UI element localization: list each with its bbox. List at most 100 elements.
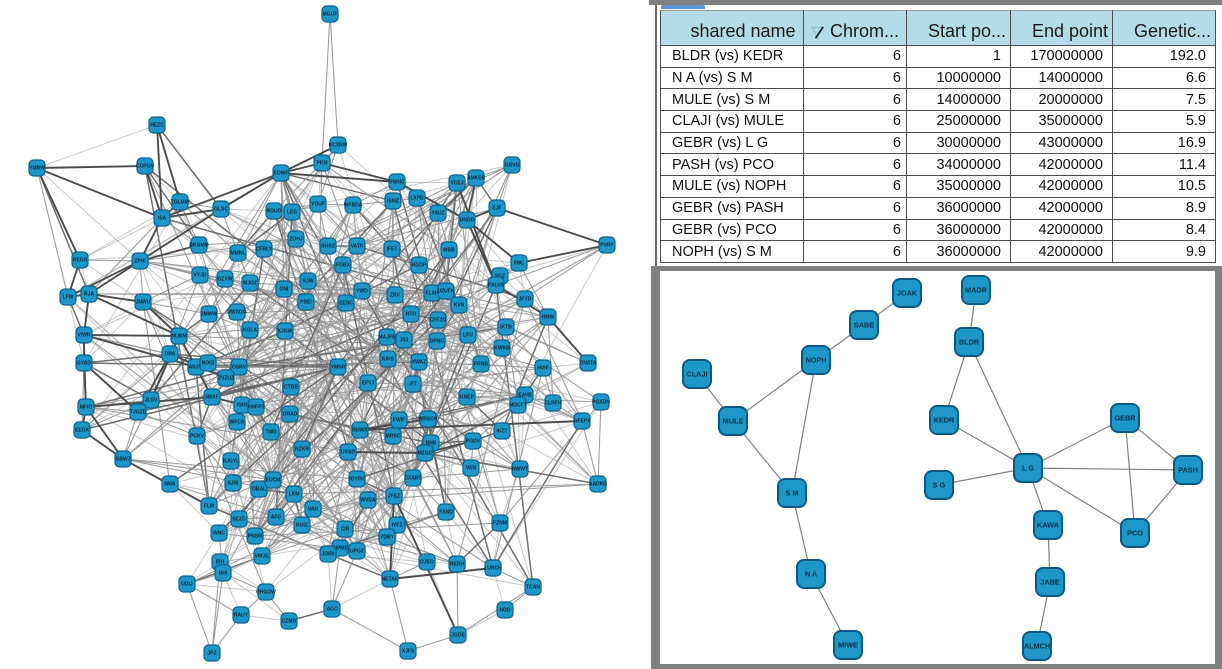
svg-text:VATK: VATK	[351, 244, 364, 250]
svg-text:S G: S G	[933, 481, 946, 490]
svg-text:RHWX: RHWX	[352, 428, 368, 434]
svg-text:LXPB: LXPB	[410, 196, 424, 202]
svg-text:ZRV: ZRV	[390, 293, 401, 299]
svg-text:AFG: AFG	[271, 515, 282, 521]
svg-text:GFEPY: GFEPY	[574, 419, 592, 425]
svg-text:BHI: BHI	[219, 571, 228, 577]
svg-text:PGDV: PGDV	[466, 439, 481, 445]
svg-text:WFBDA: WFBDA	[344, 203, 363, 209]
svg-text:XMFPT: XMFPT	[248, 405, 265, 411]
svg-text:FWIF: FWIF	[393, 418, 405, 424]
svg-text:LFU: LFU	[463, 333, 473, 339]
svg-text:UHGOW: UHGOW	[256, 590, 276, 596]
svg-text:AGC: AGC	[326, 607, 338, 613]
svg-text:EEOX: EEOX	[75, 428, 90, 434]
svg-text:PWNC: PWNC	[389, 180, 405, 186]
svg-text:TJGZD: TJGZD	[130, 410, 147, 416]
svg-text:IOYPK: IOYPK	[349, 477, 365, 483]
svg-text:IUHS: IUHS	[382, 357, 395, 363]
svg-text:KNEP: KNEP	[460, 395, 475, 401]
svg-text:HGDP: HGDP	[412, 263, 427, 269]
svg-text:GLSC: GLSC	[214, 207, 228, 213]
svg-text:BKGMM: BKGMM	[189, 243, 208, 249]
svg-text:MBB: MBB	[443, 248, 455, 254]
svg-text:IKTB: IKTB	[500, 325, 512, 331]
svg-text:UDIJ: UDIJ	[181, 582, 193, 588]
svg-text:GBVG: GBVG	[505, 163, 520, 169]
svg-text:BNB: BNB	[426, 441, 437, 447]
svg-text:MMNL: MMNL	[231, 251, 246, 257]
svg-text:YMNR: YMNR	[331, 365, 346, 371]
svg-text:YOUF: YOUF	[311, 202, 325, 208]
svg-text:IGIO: IGIO	[237, 403, 248, 409]
svg-text:MULE: MULE	[723, 417, 744, 426]
svg-text:RGUO: RGUO	[267, 209, 282, 215]
svg-text:RJA: RJA	[84, 292, 94, 298]
svg-text:IKZT: IKZT	[496, 429, 507, 435]
svg-text:CXABT: CXABT	[404, 476, 421, 482]
svg-text:MAJFE: MAJFE	[379, 335, 397, 341]
svg-text:KUIZ: KUIZ	[296, 523, 308, 529]
svg-text:JABE: JABE	[1040, 578, 1060, 587]
svg-text:RHSZ: RHSZ	[321, 244, 335, 250]
svg-text:CLRFH: CLRFH	[545, 401, 562, 407]
svg-text:HEZC: HEZC	[150, 123, 164, 129]
svg-text:MIWE: MIWE	[838, 641, 858, 650]
svg-text:FZNM: FZNM	[493, 521, 507, 527]
svg-text:KEDR: KEDR	[934, 416, 955, 425]
svg-text:AMKER: AMKER	[467, 176, 486, 182]
svg-text:NZKR: NZKR	[295, 447, 309, 453]
svg-text:OBAL: OBAL	[252, 487, 266, 493]
svg-text:FOBX: FOBX	[336, 263, 351, 269]
svg-text:DRS: DRS	[165, 352, 176, 358]
svg-text:OJEG: OJEG	[420, 560, 434, 566]
svg-text:FRNB: FRNB	[474, 362, 488, 368]
svg-text:HMW: HMW	[542, 315, 555, 321]
svg-text:LURCH: LURCH	[484, 566, 502, 572]
svg-text:UWXOG: UWXOG	[227, 310, 247, 316]
svg-text:LKM: LKM	[289, 492, 300, 498]
svg-text:NSXF: NSXF	[205, 395, 218, 401]
svg-text:MRSC: MRSC	[386, 434, 401, 440]
svg-text:MZGC: MZGC	[418, 451, 433, 457]
svg-text:PKM: PKM	[316, 161, 327, 167]
svg-text:ISA: ISA	[158, 216, 167, 222]
svg-text:EJF: EJF	[492, 206, 501, 212]
svg-text:OSRV: OSRV	[232, 365, 247, 371]
svg-text:EUCM: EUCM	[266, 478, 281, 484]
svg-text:JNWU: JNWU	[136, 300, 151, 306]
svg-text:RAUY: RAUY	[234, 613, 249, 619]
svg-text:NWWT: NWWT	[512, 467, 528, 473]
svg-text:PVRY: PVRY	[600, 243, 614, 249]
svg-text:PCO: PCO	[1127, 529, 1143, 538]
svg-text:CUPGN: CUPGN	[136, 164, 154, 170]
svg-text:XJFS: XJFS	[402, 649, 415, 655]
svg-text:RERH: RERH	[450, 562, 465, 568]
svg-text:ROGI: ROGI	[202, 361, 215, 367]
svg-text:GYAD: GYAD	[77, 361, 91, 367]
svg-text:JFYD: JFYD	[519, 297, 532, 303]
svg-text:ZOHJ: ZOHJ	[289, 237, 303, 243]
svg-text:HTO: HTO	[406, 312, 417, 318]
svg-text:AADKG: AADKG	[589, 482, 607, 488]
svg-text:JGDE: JGDE	[451, 633, 465, 639]
svg-text:YWD: YWD	[356, 289, 368, 295]
svg-text:TWS: TWS	[265, 430, 277, 436]
svg-text:XWAZ: XWAZ	[412, 360, 426, 366]
svg-text:UXSD: UXSD	[341, 450, 355, 456]
svg-text:KVN: KVN	[454, 303, 465, 309]
svg-text:NLWM: NLWM	[171, 334, 186, 340]
svg-text:JPZ: JPZ	[207, 651, 216, 657]
svg-text:IWIA: IWIA	[164, 482, 175, 488]
svg-text:JSJ: JSJ	[400, 338, 409, 344]
svg-text:PGXDN: PGXDN	[592, 400, 610, 406]
svg-text:N A: N A	[805, 570, 818, 579]
svg-text:EAVB: EAVB	[518, 393, 532, 399]
svg-text:CLAJI: CLAJI	[686, 370, 707, 379]
svg-text:PASH: PASH	[1178, 466, 1198, 475]
svg-text:TGLMW: TGLMW	[171, 200, 190, 206]
svg-text:DNATA: DNATA	[580, 361, 597, 367]
svg-text:ISMZ: ISMZ	[387, 199, 399, 205]
svg-text:EOWF: EOWF	[274, 171, 289, 177]
svg-text:KAWA: KAWA	[1037, 521, 1060, 530]
